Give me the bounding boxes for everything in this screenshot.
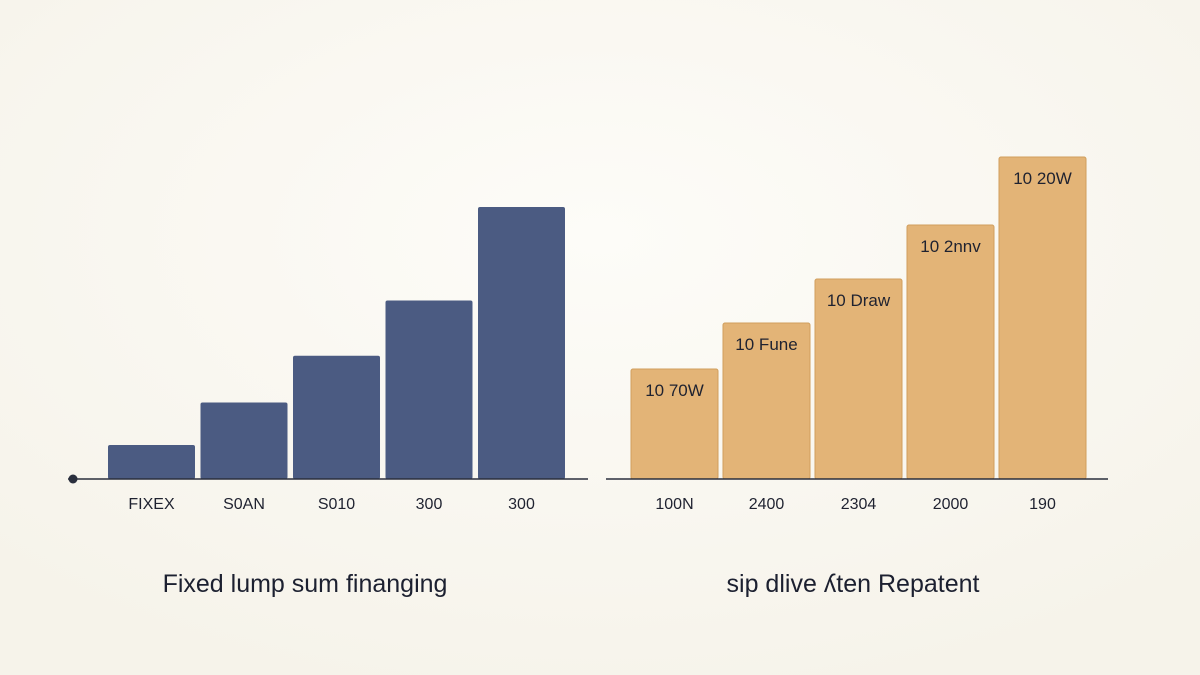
chart-title-left: Fixed lump sum finanging [163, 570, 448, 598]
bar-left-2 [200, 402, 288, 479]
bar-right-4 [906, 224, 995, 480]
x-tick-label-2: 2400 [749, 496, 785, 513]
x-tick-label-4: 2000 [933, 496, 969, 513]
x-tick-label-3: 2304 [841, 496, 877, 513]
bar-left-3 [293, 355, 380, 479]
bar-right-5 [998, 156, 1087, 480]
bar-left-4 [385, 300, 473, 479]
data-label-2: 10 Fune [735, 335, 797, 354]
x-tick-label-3: S010 [318, 496, 355, 513]
bar-group-right: 10 70W 10 Fune 10 Draw 10 2nnv 10 20W [630, 156, 1087, 480]
bar-group-left [108, 207, 565, 479]
x-axis-origin-dot [68, 474, 78, 484]
data-label-5: 10 20W [1013, 169, 1072, 188]
bar-left-5 [478, 207, 565, 479]
fixed-lump-sum-chart: FIXEX S0AN S010 300 300 Fixed lump sum finan… [68, 207, 588, 598]
data-label-1: 10 70W [645, 381, 704, 400]
tick-labels-left: FIXEX S0AN S010 300 300 [128, 496, 535, 513]
x-tick-label-1: FIXEX [128, 496, 175, 513]
x-tick-label-4: 300 [416, 496, 443, 513]
chart-title-right: sip dlive ʎten Repatent [727, 570, 980, 598]
step-drive-chart: 10 70W 10 Fune 10 Draw 10 2nnv 10 20W 100N 24… [606, 156, 1108, 598]
data-label-3: 10 Draw [827, 291, 891, 310]
x-tick-label-1: 100N [655, 496, 693, 513]
x-tick-label-5: 300 [508, 496, 535, 513]
data-label-4: 10 2nnv [920, 237, 981, 256]
x-tick-label-5: 190 [1029, 496, 1056, 513]
tick-labels-right: 100N 2400 2304 2000 190 [655, 496, 1056, 513]
bar-left-1 [108, 445, 195, 479]
x-tick-label-2: S0AN [223, 496, 265, 513]
